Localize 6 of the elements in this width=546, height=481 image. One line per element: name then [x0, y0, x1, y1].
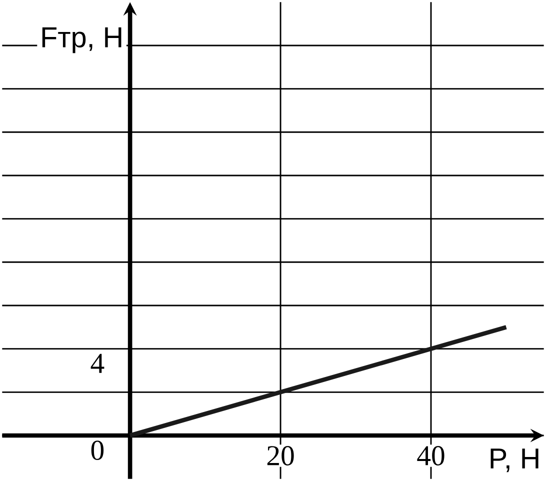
y-axis-title: Fтр, Н [42, 27, 122, 54]
y-tick-label: 4 [90, 354, 104, 373]
y-tick-label: 0 [91, 440, 104, 460]
x-axis-title: P, Н [490, 448, 538, 472]
x-tick-label: 20 [267, 446, 294, 466]
x-tick-label: 40 [417, 446, 444, 466]
